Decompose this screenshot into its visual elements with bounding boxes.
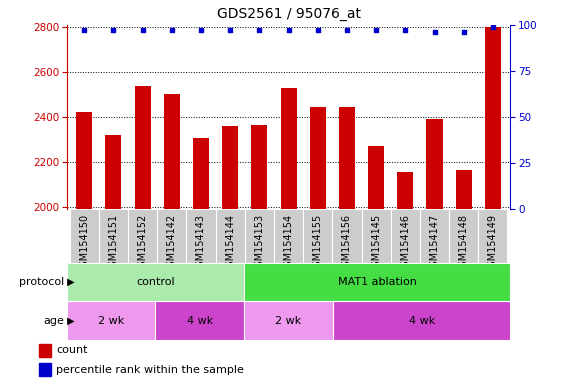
Bar [157,209,186,263]
Bar [420,209,449,263]
Bar [391,209,420,263]
Text: 2 wk: 2 wk [98,316,124,326]
Bar [128,209,157,263]
Point [109,27,118,33]
Text: GSM154155: GSM154155 [313,214,322,273]
Point [226,27,235,33]
Point [313,27,322,33]
Point [342,27,351,33]
Bar [333,301,510,340]
Bar [39,363,51,376]
Text: GSM154145: GSM154145 [371,214,381,273]
Bar [244,301,333,340]
Bar [310,107,326,209]
Text: 4 wk: 4 wk [408,316,435,326]
Point [167,27,176,33]
Text: count: count [56,345,88,355]
Point [138,27,147,33]
Bar [39,344,51,357]
Text: GSM154142: GSM154142 [167,214,177,273]
Point [79,27,89,33]
Point [459,29,468,35]
Bar [106,135,121,209]
Bar [478,209,508,263]
Bar [449,209,478,263]
Point [197,27,206,33]
Bar [368,146,384,209]
Text: GSM154143: GSM154143 [196,214,206,273]
Bar [70,209,99,263]
Text: 4 wk: 4 wk [187,316,213,326]
Bar [274,209,303,263]
Text: GSM154153: GSM154153 [255,214,264,273]
Text: age: age [43,316,64,326]
Bar [67,301,155,340]
Bar [164,94,180,209]
Bar [135,86,151,209]
Text: GSM154154: GSM154154 [284,214,293,273]
Text: GSM154152: GSM154152 [137,214,147,273]
Point [488,24,498,30]
Text: GSM154146: GSM154146 [400,214,410,273]
Bar [193,139,209,209]
Point [284,27,293,33]
Bar [222,126,238,209]
Title: GDS2561 / 95076_at: GDS2561 / 95076_at [216,7,361,21]
Bar [216,209,245,263]
Bar [76,111,92,209]
Point [430,29,439,35]
Text: GSM154149: GSM154149 [488,214,498,273]
Text: GSM154156: GSM154156 [342,214,352,273]
Bar [251,125,267,209]
Bar [456,170,472,209]
Bar [281,88,296,209]
Bar [485,27,501,209]
Bar [99,209,128,263]
Bar [332,209,361,263]
Bar [397,172,414,209]
Text: protocol: protocol [19,277,64,287]
Text: GSM154151: GSM154151 [108,214,118,273]
Point [401,27,410,33]
Text: percentile rank within the sample: percentile rank within the sample [56,365,244,375]
Text: ▶: ▶ [64,316,74,326]
Text: GSM154147: GSM154147 [430,214,440,273]
Text: GSM154148: GSM154148 [459,214,469,273]
Point [371,27,380,33]
Bar [361,209,391,263]
Bar [339,107,355,209]
Bar [67,263,244,301]
Bar [155,301,244,340]
Text: MAT1 ablation: MAT1 ablation [338,277,416,287]
Text: GSM154144: GSM154144 [225,214,235,273]
Point [255,27,264,33]
Text: 2 wk: 2 wk [276,316,302,326]
Bar [244,263,510,301]
Bar [186,209,216,263]
Bar [426,119,443,209]
Bar [245,209,274,263]
Text: control: control [136,277,175,287]
Bar [303,209,332,263]
Text: GSM154150: GSM154150 [79,214,89,273]
Text: ▶: ▶ [64,277,74,287]
